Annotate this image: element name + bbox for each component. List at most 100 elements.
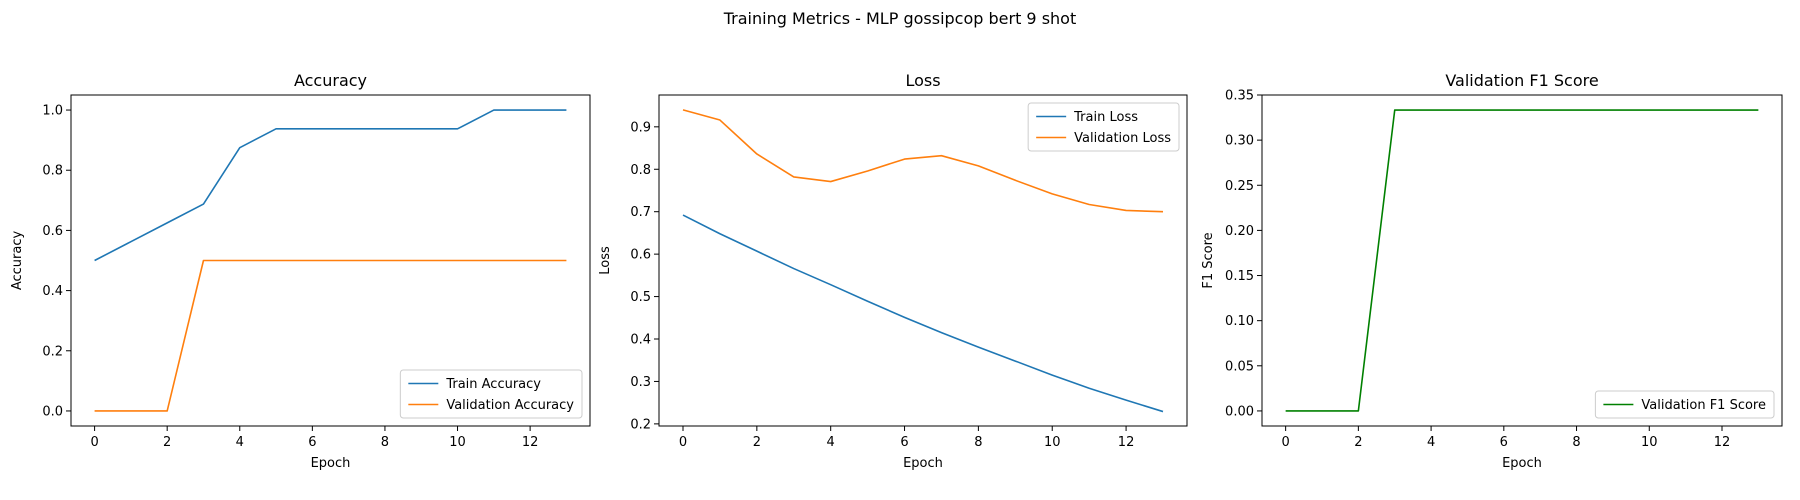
data-point-train-loss [829,283,831,285]
x-tick-label: 2 [753,435,761,450]
data-point-validation-loss [682,109,684,111]
data-point-validation-accuracy [347,259,349,261]
y-tick-label: 0.2 [42,344,63,359]
y-tick-label: 0.30 [1225,134,1254,149]
data-point-train-loss [756,250,758,252]
y-tick-label: 0.25 [1225,179,1254,194]
data-point-validation-accuracy [130,410,132,412]
data-point-validation-f1-score [1684,109,1686,111]
data-point-train-loss [719,233,721,235]
data-point-validation-loss [866,170,868,172]
data-point-validation-accuracy [420,259,422,261]
data-point-validation-f1-score [1321,410,1323,412]
data-point-validation-loss [756,153,758,155]
data-point-train-accuracy [130,240,132,242]
data-point-train-accuracy [347,128,349,130]
data-point-validation-loss [1051,193,1053,195]
chart-legend: Validation F1 Score [1594,390,1775,419]
y-tick-label: 0.8 [630,163,651,178]
legend-box [1027,102,1180,152]
series-line-train-accuracy [94,109,567,262]
data-point-validation-f1-score [1284,410,1286,412]
x-tick-label: 12 [522,435,539,450]
chart-title: Accuracy [294,71,367,90]
x-tick-label: 8 [974,435,982,450]
legend-box [399,369,583,419]
data-point-validation-accuracy [93,410,95,412]
figure-suptitle: Training Metrics - MLP gossipcop bert 9 … [723,9,1076,28]
data-point-train-loss [793,267,795,269]
data-point-train-accuracy [311,128,313,130]
data-point-train-loss [1014,360,1016,362]
y-tick-label: 0.2 [630,417,651,432]
data-point-validation-accuracy [384,259,386,261]
x-tick-label: 6 [1500,435,1508,450]
data-point-train-accuracy [384,128,386,130]
x-axis-label: Epoch [903,456,943,471]
plot-frame [658,94,1188,427]
data-point-train-accuracy [456,128,458,130]
legend-label: Train Loss [1073,110,1138,125]
data-point-validation-accuracy [275,259,277,261]
y-tick-label: 0.4 [42,284,63,299]
chart-title: Validation F1 Score [1445,71,1598,90]
data-point-validation-f1-score [1539,109,1541,111]
plot-frame [1261,94,1783,427]
data-point-train-loss [1162,410,1164,412]
x-tick-label: 10 [1641,435,1658,450]
chart-loss: Loss 0 2 4 6 8 10 12 0.2 0.3 0.4 0.5 0.6 0.7 0.8 0.9 Epo… [598,71,1188,471]
data-point-validation-accuracy [456,259,458,261]
data-point-validation-f1-score [1575,109,1577,111]
data-point-validation-loss [793,176,795,178]
x-tick-label: 12 [1714,435,1731,450]
data-point-train-loss [1051,374,1053,376]
data-point-validation-f1-score [1357,410,1359,412]
data-point-validation-accuracy [166,410,168,412]
data-point-validation-loss [1162,210,1164,212]
data-point-train-loss [1125,399,1127,401]
data-point-validation-f1-score [1430,109,1432,111]
data-point-train-loss [866,300,868,302]
y-tick-label: 0.5 [630,290,651,305]
legend-label: Validation F1 Score [1641,398,1766,413]
x-tick-label: 0 [90,435,98,450]
x-tick-label: 4 [1427,435,1435,450]
data-point-validation-accuracy [239,259,241,261]
data-point-validation-f1-score [1648,109,1650,111]
x-tick-label: 6 [900,435,908,450]
data-point-train-loss [977,346,979,348]
data-point-train-accuracy [420,128,422,130]
chart-legend: Train Accuracy Validation Accuracy [399,369,583,419]
y-tick-label: 0.0 [42,404,63,419]
y-tick-label: 0.4 [630,333,651,348]
x-tick-label: 4 [827,435,835,450]
x-tick-label: 4 [236,435,244,450]
y-axis-label: Loss [598,246,613,275]
data-point-validation-f1-score [1466,109,1468,111]
data-point-validation-accuracy [565,259,567,261]
x-tick-label: 10 [449,435,466,450]
x-tick-label: 8 [381,435,389,450]
data-point-validation-loss [829,180,831,182]
x-tick-label: 12 [1118,435,1135,450]
legend-label: Validation Accuracy [446,398,574,413]
data-point-train-accuracy [275,128,277,130]
y-tick-label: 0.00 [1225,404,1254,419]
y-tick-label: 0.7 [630,205,651,220]
x-axis-label: Epoch [1502,456,1542,471]
data-point-train-accuracy [529,109,531,111]
data-point-train-accuracy [239,146,241,148]
x-tick-label: 8 [1572,435,1580,450]
y-tick-label: 0.05 [1225,359,1254,374]
data-point-validation-accuracy [529,259,531,261]
x-tick-label: 2 [1354,435,1362,450]
data-point-validation-loss [940,154,942,156]
chart-panels: Accuracy 0 2 4 6 8 10 12 0.0 0.2 0.4 0.6 0.8 1.0 Epoch… [10,71,1783,471]
x-tick-label: 0 [679,435,687,450]
data-point-validation-f1-score [1721,109,1723,111]
data-point-train-loss [1088,387,1090,389]
data-point-validation-loss [977,165,979,167]
data-point-validation-loss [1014,179,1016,181]
